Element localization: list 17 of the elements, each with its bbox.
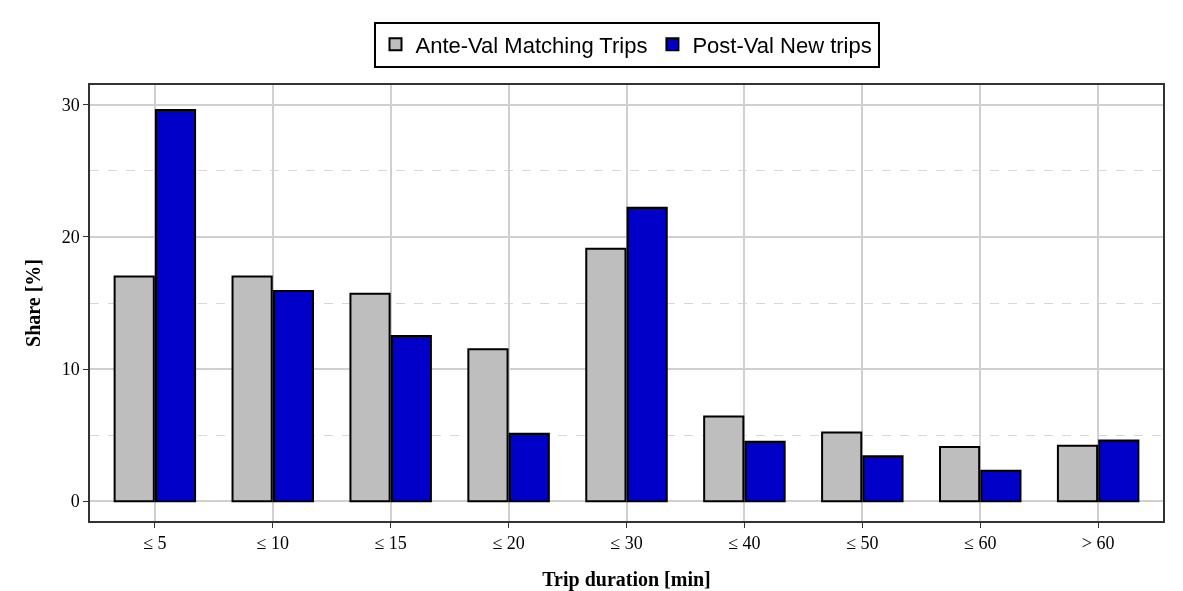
x-tick-label: ≤ 15: [374, 533, 407, 554]
legend-label: Post-Val New trips: [692, 32, 872, 58]
x-tick-label: ≤ 50: [846, 533, 879, 554]
x-tick-label: ≤ 5: [143, 533, 167, 554]
y-tick-label: 0: [70, 491, 80, 512]
x-tick-label: ≤ 10: [256, 533, 289, 554]
x-tick-label: > 60: [1081, 533, 1115, 554]
x-axis-title: Trip duration [min]: [542, 568, 711, 591]
x-tick-label: ≤ 20: [492, 533, 525, 554]
legend-label: Ante-Val Matching Trips: [415, 32, 648, 58]
y-tick-label: 30: [61, 95, 80, 116]
y-axis-title: Share [%]: [21, 259, 44, 347]
x-tick-label: ≤ 40: [728, 533, 761, 554]
y-tick-label: 10: [61, 359, 80, 380]
x-tick-label: ≤ 60: [964, 533, 997, 554]
x-tick-label: ≤ 30: [610, 533, 643, 554]
y-tick-label: 20: [61, 227, 80, 248]
